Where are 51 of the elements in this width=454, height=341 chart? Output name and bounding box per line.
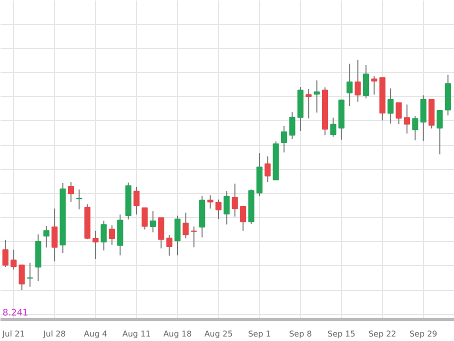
text: 8.241 <box>2 308 28 318</box>
candlestick <box>354 59 361 102</box>
candlestick <box>362 64 370 99</box>
candlestick <box>150 210 156 233</box>
candlestick <box>264 156 271 183</box>
x-tick-label: Aug 18 <box>163 330 192 338</box>
candlestick <box>412 116 418 141</box>
candlestick <box>396 102 402 125</box>
x-tick-label: Jul 28 <box>42 330 66 338</box>
candlestick <box>215 199 222 220</box>
candlestick <box>100 220 107 251</box>
candlestick <box>436 110 443 155</box>
candlestick <box>388 88 394 124</box>
candlestick <box>346 63 353 107</box>
candlestick <box>10 249 17 270</box>
x-tick-label: Sep 22 <box>368 330 396 338</box>
x-tick-label: Aug 25 <box>204 330 233 338</box>
candlestick <box>207 194 214 210</box>
candlestick <box>26 262 34 288</box>
candlestick <box>68 182 74 202</box>
candlestick <box>240 206 246 232</box>
candlestick <box>108 224 115 246</box>
candlestick <box>306 88 312 119</box>
candlestick <box>142 207 148 230</box>
x-tick-label: Sep 15 <box>328 330 356 338</box>
candlestick <box>18 264 25 291</box>
candlestick <box>314 80 320 114</box>
candlestick <box>182 212 189 239</box>
x-tick-label: Sep 8 <box>289 330 312 338</box>
candlestick <box>2 239 8 268</box>
candlestick <box>43 226 50 248</box>
x-tick-label: Sep 1 <box>248 330 271 338</box>
candlestick <box>330 117 336 138</box>
x-tick-label: Aug 4 <box>84 330 108 338</box>
x-tick-label: Jul 21 <box>1 330 25 338</box>
candlestick <box>133 186 140 216</box>
x-tick-label: Sep 29 <box>409 330 438 338</box>
candlestick <box>224 190 230 225</box>
candlestick <box>289 112 296 140</box>
candlestick <box>281 125 288 153</box>
candlestick <box>92 230 99 260</box>
candlestick <box>174 215 181 256</box>
candlestick <box>420 94 426 142</box>
candlestick <box>158 217 164 249</box>
candlestick <box>166 234 172 256</box>
candlestick <box>232 183 238 218</box>
candlestick <box>190 226 197 248</box>
candlestick <box>404 104 410 134</box>
candlestick <box>371 75 378 96</box>
candlestick <box>52 208 58 262</box>
x-tick-label: Aug 11 <box>122 330 151 338</box>
